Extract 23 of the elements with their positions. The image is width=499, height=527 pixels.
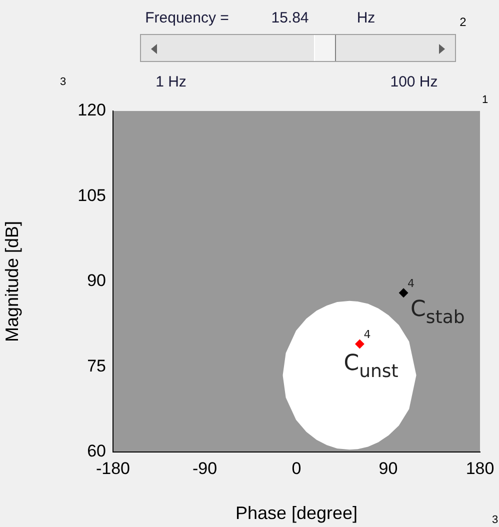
text: 1 Hz: [156, 74, 186, 90]
text: 3: [492, 514, 498, 526]
annotation: 4: [364, 328, 371, 342]
y-tick-label: 90: [87, 271, 106, 290]
text: 1: [482, 94, 488, 106]
y-tick-label: 105: [78, 186, 106, 205]
text: 2: [460, 15, 466, 29]
text: Frequency =: [145, 10, 229, 26]
text: 3: [60, 76, 66, 88]
x-tick-label: -90: [192, 458, 218, 478]
x-tick-label: 90: [378, 458, 398, 478]
x-tick-label: 180: [466, 458, 494, 478]
text: Hz: [356, 10, 376, 26]
x-axis-title: Phase [degree]: [235, 503, 358, 524]
annotation: 4: [408, 276, 415, 290]
y-axis-title: Magnitude [dB]: [2, 220, 22, 342]
y-tick-label: 75: [87, 356, 106, 376]
x-tick-label: -180: [96, 458, 130, 478]
text: 15.84: [271, 10, 309, 26]
text: 100 Hz: [390, 74, 438, 90]
y-tick-label: 120: [78, 100, 106, 120]
y-tick-label: 60: [87, 442, 106, 461]
x-tick-label: 0: [292, 458, 302, 478]
